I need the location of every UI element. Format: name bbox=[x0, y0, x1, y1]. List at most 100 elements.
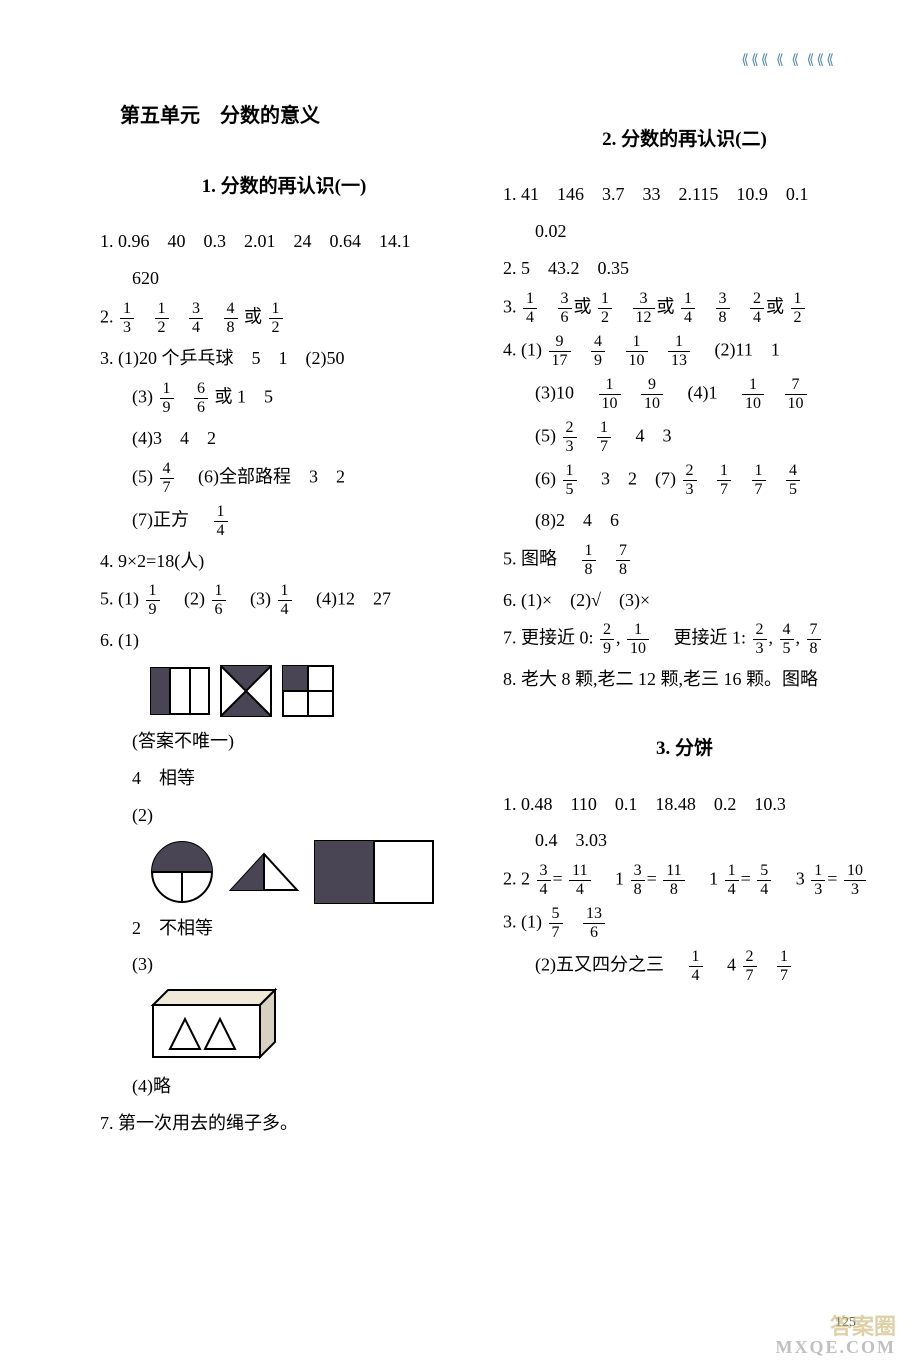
frac: 917 bbox=[549, 334, 571, 369]
q6-eq: 4 相等 bbox=[132, 764, 468, 793]
q7: 7. 第一次用去的绳子多。 bbox=[100, 1109, 468, 1138]
r4-8: (8)2 4 6 bbox=[535, 506, 866, 535]
frac: 29 bbox=[600, 622, 614, 657]
sub-label: (4)1 bbox=[670, 382, 736, 402]
s3-2: (2)五又四分之三 14 4 27 17 bbox=[535, 949, 866, 984]
r7-mid: 更接近 1: bbox=[656, 628, 747, 648]
frac: 17 bbox=[717, 463, 731, 498]
frac: 38 bbox=[716, 291, 730, 326]
q4: 4. 9×2=18(人) bbox=[100, 547, 468, 576]
unit-title: 第五单元 分数的意义 bbox=[120, 100, 468, 132]
q3-1: 3. (1)20 个乒乓球 5 1 (2)50 bbox=[100, 344, 468, 373]
frac: 110 bbox=[599, 377, 621, 412]
r3: 3. 14 36或 12 312或 14 38 24或 12 bbox=[503, 291, 866, 326]
frac: 19 bbox=[146, 583, 160, 618]
frac: 34 bbox=[537, 863, 551, 898]
square-quarter-icon bbox=[282, 665, 334, 717]
frac: 14 bbox=[214, 504, 228, 539]
sub-label: 3 2 (7) bbox=[583, 468, 676, 488]
frac: 110 bbox=[627, 622, 649, 657]
frac: 114 bbox=[569, 863, 590, 898]
frac: 14 bbox=[725, 863, 739, 898]
mixed-int: 1 bbox=[691, 869, 718, 889]
page-content: 第五单元 分数的意义 1. 分数的再认识(一) 1. 0.96 40 0.3 2… bbox=[0, 0, 916, 1186]
rect-thirds-icon bbox=[150, 667, 210, 715]
q1-line-a: 1. 0.96 40 0.3 2.01 24 0.64 14.1 bbox=[100, 227, 468, 256]
r4-1: 4. (1) 917 49 110 113 (2)11 1 bbox=[503, 334, 866, 369]
frac: 12 bbox=[155, 301, 169, 336]
sub-label: (3) bbox=[132, 386, 153, 406]
r4-3: (3)10 110 910 (4)1 110 710 bbox=[535, 377, 866, 412]
right-column: 2. 分数的再认识(二) 1. 41 146 3.7 33 2.115 10.9… bbox=[488, 100, 876, 1146]
sub-label: (5) bbox=[132, 466, 153, 486]
sub-label: (5) bbox=[535, 425, 556, 445]
sub-label: 3. (1) bbox=[503, 912, 542, 932]
frac: 14 bbox=[278, 583, 292, 618]
frac: 110 bbox=[626, 334, 648, 369]
r3-pre: 3. bbox=[503, 296, 521, 316]
q5-pre: 5. (1) bbox=[100, 589, 139, 609]
r7: 7. 更接近 0: 29, 110 更接近 1: 23, 45, 78 bbox=[503, 622, 866, 657]
frac: 12 bbox=[791, 291, 805, 326]
frac: 38 bbox=[631, 863, 645, 898]
left-column: 第五单元 分数的意义 1. 分数的再认识(一) 1. 0.96 40 0.3 2… bbox=[100, 100, 488, 1146]
frac: 14 bbox=[689, 949, 703, 984]
q6-3: (3) bbox=[132, 950, 468, 979]
frac: 66 bbox=[194, 381, 208, 416]
frac: 312 bbox=[633, 291, 655, 326]
r4-5: (5) 23 17 4 3 bbox=[535, 420, 866, 455]
frac: 910 bbox=[641, 377, 663, 412]
frac: 23 bbox=[753, 622, 767, 657]
q6-note: (答案不唯一) bbox=[132, 727, 468, 756]
q3-7: (7)正方 14 bbox=[132, 504, 468, 539]
section-2-title: 2. 分数的再认识(二) bbox=[503, 125, 866, 155]
mixed-int: 3 bbox=[778, 869, 805, 889]
q1-line-b: 620 bbox=[132, 264, 468, 293]
rect-half-icon bbox=[314, 840, 434, 904]
frac: 23 bbox=[683, 463, 697, 498]
r5: 5. 图略 18 78 bbox=[503, 543, 866, 578]
mixed-int: 4 bbox=[709, 955, 736, 975]
r6: 6. (1)× (2)√ (3)× bbox=[503, 586, 866, 615]
shapes-row-2 bbox=[150, 840, 468, 904]
r2: 2. 5 43.2 0.35 bbox=[503, 254, 866, 283]
r4-6: (6) 15 3 2 (7) 23 17 17 45 bbox=[535, 463, 866, 498]
frac: 13 bbox=[120, 301, 134, 336]
frac: 118 bbox=[663, 863, 684, 898]
frac: 136 bbox=[583, 906, 605, 941]
frac: 45 bbox=[786, 463, 800, 498]
mixed-int: 1 bbox=[597, 869, 624, 889]
r1-b: 0.02 bbox=[535, 217, 866, 246]
frac: 103 bbox=[844, 863, 866, 898]
frac: 12 bbox=[598, 291, 612, 326]
frac: 78 bbox=[807, 622, 821, 657]
square-triangles-icon bbox=[220, 665, 272, 717]
s1-a: 1. 0.48 110 0.1 18.48 0.2 10.3 bbox=[503, 790, 866, 819]
q6-4: (4)略 bbox=[132, 1072, 468, 1101]
comma: , bbox=[769, 628, 774, 648]
frac: 47 bbox=[160, 461, 174, 496]
s1-b: 0.4 3.03 bbox=[535, 826, 866, 855]
s3-2-pre: (2)五又四分之三 bbox=[535, 955, 682, 975]
q5: 5. (1) 19 (2) 16 (3) 14 (4)12 27 bbox=[100, 583, 468, 618]
or-text: 或 bbox=[244, 307, 262, 327]
frac: 14 bbox=[681, 291, 695, 326]
frac: 49 bbox=[591, 334, 605, 369]
frac: 14 bbox=[523, 291, 537, 326]
q6-1: 6. (1) bbox=[100, 626, 468, 655]
r8: 8. 老大 8 颗,老二 12 颗,老三 16 颗。图略 bbox=[503, 665, 866, 694]
circle-half-icon bbox=[150, 840, 214, 904]
eq: = bbox=[647, 869, 657, 889]
section-1-title: 1. 分数的再认识(一) bbox=[100, 172, 468, 202]
frac: 57 bbox=[549, 906, 563, 941]
q2-pre: 2. bbox=[100, 307, 118, 327]
or: 或 bbox=[574, 296, 592, 316]
triangle-half-icon bbox=[229, 852, 299, 892]
q5-4: (4)12 27 bbox=[298, 589, 391, 609]
r5-pre: 5. 图略 bbox=[503, 548, 575, 568]
frac: 17 bbox=[597, 420, 611, 455]
frac: 13 bbox=[811, 863, 825, 898]
frac: 16 bbox=[212, 583, 226, 618]
frac: 113 bbox=[668, 334, 690, 369]
q3-3-post: 或 1 5 bbox=[215, 386, 274, 406]
